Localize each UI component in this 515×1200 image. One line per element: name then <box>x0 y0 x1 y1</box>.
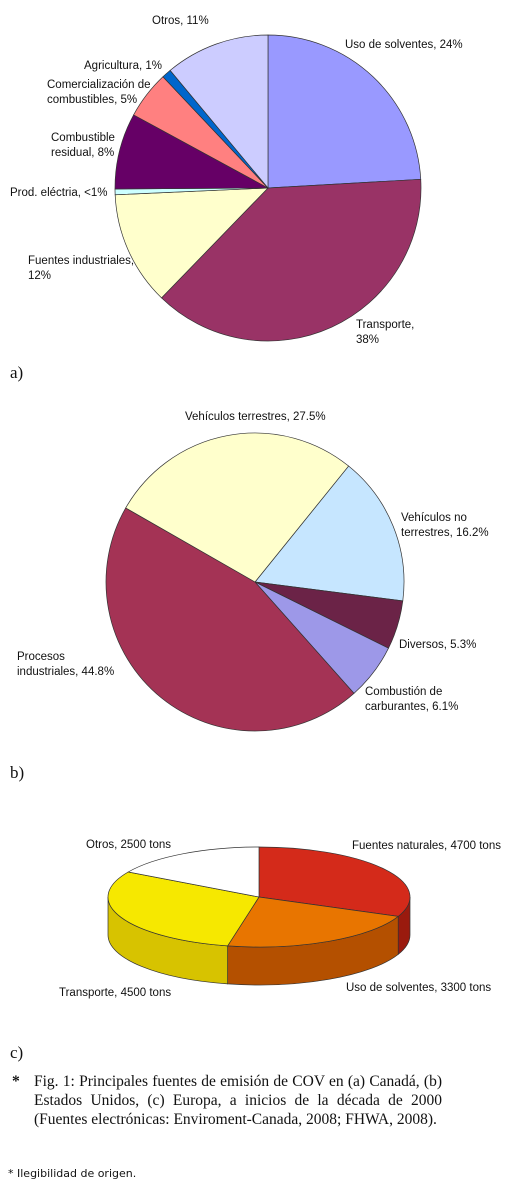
pie-slice-vehiculos-terrestres-27-5 <box>125 432 350 583</box>
pie-slice-procesos <box>105 507 355 732</box>
pie-slice-vehiculos-no <box>254 465 405 602</box>
slice-label-line: 12% <box>28 270 51 282</box>
figure-canvas: Uso de solventes, 24% Transporte, 38% Fuent… <box>10 15 501 1062</box>
slice-label-transporte-38: Transporte, 38% <box>356 319 414 346</box>
slice-label-line: Fuentes industriales, <box>28 255 134 267</box>
pie-slice-fuentes-naturales-4700-tons <box>258 846 411 917</box>
slice-label-line: Agricultura, 1% <box>84 60 162 72</box>
pie-slice-fuentes-industriales <box>114 187 269 299</box>
slice-label-fuentes-industriales-12: Fuentes industriales, 12% <box>28 255 134 282</box>
slice-label-uso-de-solventes-24: Uso de solventes, 24% <box>345 39 463 51</box>
slice-label-otros-11: Otros, 11% <box>152 15 209 27</box>
slice-label-line: Diversos, 5.3% <box>399 639 476 651</box>
pie-chart-canada: Uso de solventes, 24% Transporte, 38% Fuent… <box>10 15 463 346</box>
pie-slice-otros-2500-tons <box>127 846 260 898</box>
slice-label-diversos-5-3: Diversos, 5.3% <box>399 639 476 651</box>
figure-caption: * Fig. 1: Principales fuentes de emisión… <box>12 1072 442 1129</box>
slice-label-line: Combustión de <box>365 686 442 698</box>
slice-label-combustible-residual-8: Combustible residual, 8% <box>51 132 115 159</box>
slice-label-line: Vehículos no <box>401 512 467 524</box>
slice-label-line: Prod. eléctria, <1% <box>10 187 107 199</box>
panel-label-c: c) <box>10 1043 23 1062</box>
pie-slice-uso-de-solventes-24 <box>267 34 422 189</box>
slice-label-line: Uso de solventes, 3300 tons <box>346 982 491 994</box>
slice-label-line: residual, 8% <box>51 147 114 159</box>
caption-bullet: * <box>12 1073 20 1090</box>
slice-label-line: Otros, 11% <box>152 15 209 27</box>
slice-label-line: combustibles, 5% <box>47 94 137 106</box>
slice-label-line: Vehículos terrestres, 27.5% <box>185 411 326 423</box>
slice-label-line: carburantes, 6.1% <box>365 701 458 713</box>
slice-label-combustion-de-carburantes-6-1: Combustión de carburantes, 6.1% <box>365 686 458 713</box>
slice-label-line: Procesos <box>17 651 65 663</box>
slice-label-line: Otros, 2500 tons <box>86 839 171 851</box>
pie-slice-uso-de-solventes-3300-tons <box>226 896 400 948</box>
slice-label-line: Uso de solventes, 24% <box>345 39 463 51</box>
pie-slice-transporte <box>161 178 422 342</box>
slice-label-line: terrestres, 16.2% <box>401 527 489 539</box>
slice-label-line: Combustible <box>51 132 115 144</box>
slice-label-line: Comercialización de <box>47 79 151 91</box>
pie-chart-usa: Vehículos no terrestres, 16.2% Diversos, 5… <box>17 411 489 732</box>
slice-label-line: Transporte, 4500 tons <box>59 987 171 999</box>
slice-label-comercializacion-de-combustibles-5: Comercialización de combustibles, 5% <box>47 79 151 106</box>
slice-label-fuentes-naturales-4700-tons: Fuentes naturales, 4700 tons <box>352 840 501 852</box>
slice-label-otros-2500-tons: Otros, 2500 tons <box>86 839 171 851</box>
panel-label-a: a) <box>10 363 23 382</box>
pie-slice-transporte-4500-tons <box>107 871 260 947</box>
panel-label-b: b) <box>10 763 24 782</box>
slice-label-uso-de-solventes-3300-tons: Uso de solventes, 3300 tons <box>346 982 491 994</box>
pie-chart-europe: Fuentes naturales, 4700 tons Uso de solve… <box>59 839 501 999</box>
slice-label-vehiculos-terrestres-27-5: Vehículos terrestres, 27.5% <box>185 411 326 423</box>
slice-label-transporte-4500-tons: Transporte, 4500 tons <box>59 987 171 999</box>
pie-slice-otros-11 <box>169 34 269 189</box>
slice-label-line: industriales, 44.8% <box>17 666 114 678</box>
slice-label-line: Fuentes naturales, 4700 tons <box>352 840 501 852</box>
slice-label-agricultura-1: Agricultura, 1% <box>84 60 162 72</box>
slice-label-vehiculos-no-terrestres-16-2: Vehículos no terrestres, 16.2% <box>401 512 489 539</box>
slice-label-procesos-industriales-44-8: Procesos industriales, 44.8% <box>17 651 114 678</box>
slice-label-prod-electria-1: Prod. eléctria, <1% <box>10 187 107 199</box>
slice-label-line: 38% <box>356 334 379 346</box>
slice-label-line: Transporte, <box>356 319 414 331</box>
caption-text: Fig. 1: Principales fuentes de emisión d… <box>34 1073 442 1128</box>
footnote: * Ilegibilidad de origen. <box>8 1167 137 1180</box>
